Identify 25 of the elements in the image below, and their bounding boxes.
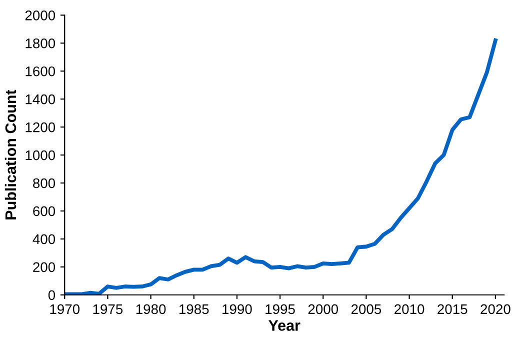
- y-tick-label: 1800: [26, 38, 56, 48]
- x-tick-label: 2015: [438, 304, 468, 314]
- line-series: [64, 38, 498, 295]
- y-axis-title: Publication Count: [4, 90, 16, 220]
- x-tick-label: 2005: [351, 304, 382, 314]
- x-tick-label: 1985: [179, 304, 209, 314]
- y-tick-label: 200: [33, 262, 56, 272]
- x-tick-label: 2020: [480, 304, 510, 314]
- y-tick-label: 2000: [25, 10, 56, 20]
- y-tick-label: 1000: [26, 150, 56, 160]
- y-tick-label: 1200: [26, 122, 56, 132]
- x-tick-label: 1990: [222, 304, 252, 314]
- x-tick-label: 1975: [93, 304, 123, 314]
- y-tick-label: 600: [33, 206, 56, 216]
- x-tick-label: 2010: [394, 304, 424, 314]
- y-tick-label: 800: [33, 178, 56, 188]
- x-tick-label: 1980: [136, 304, 166, 314]
- y-tick-label: 0: [48, 290, 56, 300]
- y-tick-label: 400: [32, 234, 56, 244]
- y-tick-label: 1400: [26, 94, 56, 104]
- x-axis-title: Year: [268, 320, 300, 331]
- x-tick-label: 2000: [308, 304, 338, 314]
- x-tick-label: 1995: [266, 304, 295, 314]
- x-tick-label: 1970: [50, 304, 80, 314]
- y-tick-label: 1600: [26, 66, 56, 76]
